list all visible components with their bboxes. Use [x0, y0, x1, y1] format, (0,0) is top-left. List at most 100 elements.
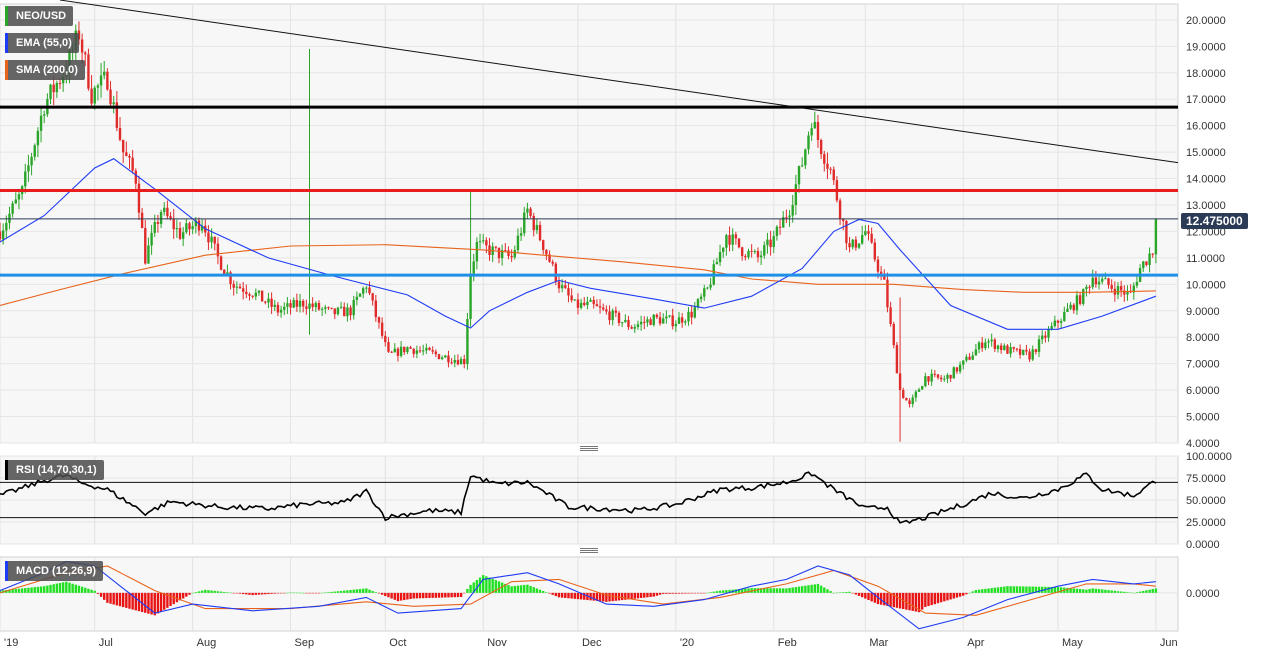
candle-body [759, 255, 763, 258]
macd-hist-bar [109, 592, 112, 604]
candle-body [415, 350, 419, 354]
candle-body [1003, 345, 1006, 351]
candle-body [396, 348, 400, 356]
macd-hist-bar [671, 592, 674, 594]
macd-hist-bar [131, 592, 134, 610]
macd-hist-bar [267, 592, 270, 595]
candle-body [920, 386, 924, 390]
candle-body [734, 234, 738, 239]
candle-body [570, 295, 573, 301]
macd-hist-bar [257, 592, 261, 595]
macd-hist-bar [551, 592, 554, 595]
macd-hist-bar [1107, 590, 1110, 593]
candle-body [1091, 277, 1094, 288]
candle-body [333, 308, 336, 315]
candle-body [860, 234, 864, 244]
symbol-swatch [5, 6, 8, 26]
candle-body [207, 232, 210, 243]
candle-body [936, 374, 940, 378]
rsi-legend[interactable]: RSI (14,70,30,1) [5, 460, 104, 480]
candle-body [911, 397, 914, 405]
candle-body [55, 82, 59, 93]
candle-body [241, 288, 245, 292]
macd-hist-bar [90, 589, 93, 593]
macd-hist-bar [349, 589, 352, 593]
macd-hist-bar [150, 592, 153, 615]
macd-hist-bar [459, 592, 463, 597]
candle-body [930, 373, 933, 382]
candle-body [965, 356, 968, 361]
macd-hist-bar [772, 588, 775, 593]
macd-hist-bar [974, 589, 978, 593]
macd-hist-bar [538, 589, 542, 593]
macd-hist-bar [1132, 592, 1135, 594]
candle-body [1135, 281, 1139, 286]
candle-body [703, 288, 706, 297]
candle-body [118, 128, 122, 140]
candle-body [346, 307, 349, 317]
macd-hist-bar [823, 587, 826, 593]
candle-body [867, 231, 870, 234]
macd-hist-bar [27, 587, 30, 593]
candle-body [163, 207, 166, 212]
candle-body [519, 233, 523, 236]
macd-hist-bar [1154, 588, 1158, 593]
macd-hist-bar [77, 585, 81, 593]
macd-hist-bar [782, 588, 785, 593]
macd-hist-bar [472, 582, 475, 593]
candle-body [450, 362, 453, 364]
candle-body [295, 300, 299, 307]
macd-hist-bar [608, 592, 611, 602]
macd-hist-bar [778, 588, 782, 593]
macd-hist-bar [1018, 586, 1022, 593]
candle-body [510, 255, 513, 258]
candle-body [949, 374, 952, 379]
candle-body [791, 205, 794, 216]
ema-legend[interactable]: EMA (55,0) [5, 33, 79, 53]
candle-body [709, 284, 712, 288]
macd-hist-bar [71, 583, 74, 593]
macd-hist-bar [725, 590, 728, 593]
candle-body [270, 298, 273, 307]
candle-body [238, 286, 242, 289]
symbol-label[interactable]: NEO/USD [5, 6, 74, 26]
candle-body [121, 139, 125, 153]
candle-body [987, 341, 990, 343]
y-tick-label: 15.0000 [1186, 147, 1226, 159]
pane-splitter-rsi[interactable] [580, 446, 598, 451]
candle-body [507, 250, 510, 256]
candle-body [437, 354, 441, 360]
macd-hist-bar [873, 592, 877, 603]
candle-body [1154, 218, 1158, 255]
candle-body [1009, 347, 1012, 354]
candle-body [999, 345, 1003, 351]
macd-hist-bar [658, 592, 662, 595]
candle-body [1097, 281, 1101, 285]
macd-legend[interactable]: MACD (12,26,9) [5, 561, 104, 581]
macd-hist-bar [147, 592, 150, 614]
candle-body [39, 115, 43, 131]
macd-hist-bar [380, 592, 384, 595]
candle-body [469, 273, 472, 319]
candle-body [1148, 253, 1151, 265]
macd-hist-bar [611, 592, 614, 602]
candle-body [453, 359, 456, 363]
pane-splitter-macd[interactable] [580, 548, 598, 553]
candle-body [1094, 277, 1098, 285]
macd-hist-bar [1113, 590, 1117, 593]
candle-body [33, 145, 36, 157]
candle-body [1101, 278, 1104, 282]
macd-hist-bar [800, 586, 804, 593]
macd-hist-bar [137, 592, 141, 612]
candle-body [178, 228, 182, 239]
macd-hist-bar [320, 592, 324, 594]
macd-hist-bar [49, 584, 52, 593]
candle-body [403, 346, 406, 353]
candle-body [573, 299, 576, 301]
macd-hist-bar [526, 584, 529, 593]
candle-body [838, 200, 842, 219]
candle-body [159, 211, 163, 224]
sma-legend[interactable]: SMA (200,0) [5, 60, 85, 80]
macd-hist-bar [1072, 588, 1075, 593]
